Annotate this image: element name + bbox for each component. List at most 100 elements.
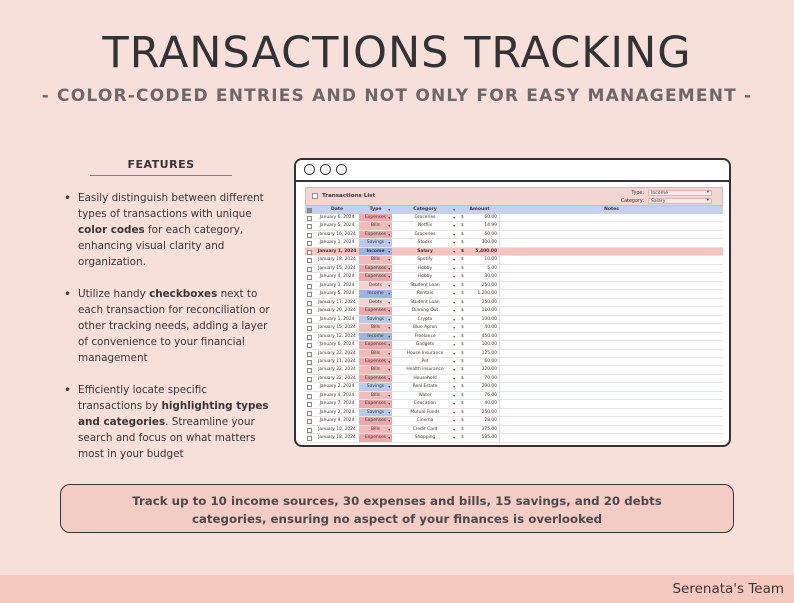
row-category-dropdown[interactable]: Health insurance: [392, 366, 458, 375]
table-row[interactable]: January 5, 2024 IncomeRentals$1,200.00: [305, 290, 723, 299]
row-type-dropdown[interactable]: Expenses: [359, 374, 392, 384]
table-row[interactable]: January 5, 2024 BillsNetflix$14.99: [305, 222, 723, 232]
row-type-dropdown[interactable]: Income: [359, 332, 392, 342]
row-category-dropdown[interactable]: Student Loan: [392, 282, 458, 291]
row-checkbox[interactable]: [305, 392, 315, 399]
table-row[interactable]: January 2, 2024 SavingsReal Estate$290.00: [305, 383, 723, 392]
table-row[interactable]: January 9, 2024 ExpensesCinema$28.00: [305, 417, 723, 426]
table-row[interactable]: January 11, 2024ExpensesPet$60.00: [305, 357, 723, 367]
row-category-dropdown[interactable]: Freelance: [392, 333, 458, 342]
row-notes[interactable]: [500, 392, 723, 399]
row-type-dropdown[interactable]: Expenses: [359, 417, 392, 426]
row-category-dropdown[interactable]: Household: [392, 375, 458, 384]
row-type-dropdown[interactable]: Bills: [359, 324, 392, 333]
row-notes[interactable]: [500, 409, 723, 416]
table-row[interactable]: January 22, 2024BillsHouse Insurance$125…: [305, 349, 723, 359]
row-type-dropdown[interactable]: Expenses: [359, 341, 392, 350]
row-type-dropdown[interactable]: Expenses: [359, 230, 392, 240]
table-row[interactable]: January 22, 2024ExpensesHousehold$70.00: [305, 374, 723, 384]
table-row[interactable]: January 1, 2024 SavingsCrypto$100.00: [305, 315, 723, 325]
row-type-dropdown[interactable]: Bills: [359, 391, 392, 401]
table-row[interactable]: January 7, 2024 ExpensesEducation$40.00: [305, 400, 723, 409]
row-checkbox[interactable]: [305, 350, 315, 357]
row-checkbox[interactable]: [305, 248, 315, 255]
row-type-dropdown[interactable]: Expenses: [359, 434, 392, 443]
row-category-dropdown[interactable]: Crypto: [392, 316, 458, 325]
row-checkbox[interactable]: [305, 400, 315, 408]
row-notes[interactable]: [500, 350, 723, 357]
row-category-dropdown[interactable]: Education: [392, 400, 458, 409]
row-notes[interactable]: [500, 400, 723, 407]
row-notes[interactable]: [500, 324, 723, 331]
table-row[interactable]: January 18, 2024BillsSpotify$10.00: [305, 256, 723, 265]
row-category-dropdown[interactable]: Stocks: [392, 239, 458, 248]
table-row[interactable]: January 12, 2024IncomeFreelance$450.00: [305, 332, 723, 342]
row-notes[interactable]: [500, 282, 723, 289]
row-notes[interactable]: [500, 366, 723, 373]
row-notes[interactable]: [500, 417, 723, 424]
row-checkbox[interactable]: [305, 375, 315, 382]
row-notes[interactable]: [500, 290, 723, 297]
row-category-dropdown[interactable]: Rentals: [392, 290, 458, 299]
row-notes[interactable]: [500, 265, 723, 272]
row-notes[interactable]: [500, 383, 723, 390]
row-notes[interactable]: [500, 316, 723, 323]
row-category-dropdown[interactable]: Groceries: [392, 231, 458, 240]
window-dot-3-icon[interactable]: [336, 164, 347, 175]
row-category-dropdown[interactable]: Credit Card: [392, 426, 458, 435]
row-checkbox[interactable]: [305, 426, 315, 433]
row-checkbox[interactable]: [305, 273, 315, 281]
row-notes[interactable]: [500, 426, 723, 433]
row-category-dropdown[interactable]: Spotify: [392, 256, 458, 265]
table-row[interactable]: January 3, 2024 DebtsStudent Loan$250.00: [305, 281, 723, 291]
row-type-dropdown[interactable]: Savings: [359, 315, 392, 325]
row-notes[interactable]: [500, 434, 723, 441]
row-notes[interactable]: [500, 333, 723, 340]
row-checkbox[interactable]: [305, 409, 315, 416]
row-checkbox[interactable]: [305, 366, 315, 374]
row-category-dropdown[interactable]: Blue Apron: [392, 324, 458, 333]
row-checkbox[interactable]: [305, 265, 315, 272]
row-type-dropdown[interactable]: Income: [359, 290, 392, 299]
row-category-dropdown[interactable]: Hobby: [392, 273, 458, 282]
table-row[interactable]: January 2, 2024 SavingsMutual Funds$250.0…: [305, 408, 723, 418]
row-notes[interactable]: [500, 299, 723, 306]
table-row[interactable]: January 4, 2024 BillsWater$76.00: [305, 391, 723, 401]
row-notes[interactable]: [500, 231, 723, 238]
row-checkbox[interactable]: [305, 282, 315, 289]
type-filter-dropdown[interactable]: Income: [648, 190, 712, 196]
table-row[interactable]: January 1, 2024 SavingsStocks$300.00: [305, 239, 723, 248]
row-type-dropdown[interactable]: Bills: [359, 425, 392, 435]
row-category-dropdown[interactable]: Pet: [392, 358, 458, 367]
table-row[interactable]: January 16, 2024ExpensesGroceries$60.00: [305, 230, 723, 240]
row-type-dropdown[interactable]: Expenses: [359, 214, 392, 223]
row-checkbox[interactable]: [305, 299, 315, 306]
row-notes[interactable]: [500, 341, 723, 348]
row-category-dropdown[interactable]: Groceries: [392, 214, 458, 223]
table-row[interactable]: January 6, 2024 ExpensesGadgets$100.00: [305, 341, 723, 350]
table-row[interactable]: January 22, 2024BillsHealth insurance$32…: [305, 366, 723, 375]
select-all-checkbox[interactable]: [305, 206, 315, 214]
row-checkbox[interactable]: [305, 239, 315, 247]
row-type-dropdown[interactable]: Debts: [359, 281, 392, 291]
window-dot-2-icon[interactable]: [320, 164, 331, 175]
row-type-dropdown[interactable]: Expenses: [359, 307, 392, 316]
table-row[interactable]: January 1, 2024IncomeSalary$5,400.00: [305, 247, 723, 257]
row-checkbox[interactable]: [305, 417, 315, 425]
row-checkbox[interactable]: [305, 316, 315, 323]
row-notes[interactable]: [500, 248, 723, 255]
row-category-dropdown[interactable]: House Insurance: [392, 350, 458, 359]
row-checkbox[interactable]: [305, 214, 315, 221]
row-category-dropdown[interactable]: Shopping: [392, 434, 458, 443]
window-dot-1-icon[interactable]: [304, 164, 315, 175]
row-type-dropdown[interactable]: Expenses: [359, 400, 392, 409]
row-type-dropdown[interactable]: Bills: [359, 256, 392, 265]
row-category-dropdown[interactable]: Salary: [392, 248, 458, 257]
row-type-dropdown[interactable]: Expenses: [359, 264, 392, 274]
row-notes[interactable]: [500, 239, 723, 246]
row-notes[interactable]: [500, 222, 723, 229]
table-row[interactable]: January 10, 2024BillsCredit Card$375.00: [305, 425, 723, 435]
table-row[interactable]: January 15, 2024ExpensesHobby$5.00: [305, 264, 723, 274]
row-checkbox[interactable]: [305, 383, 315, 391]
row-checkbox[interactable]: [305, 256, 315, 264]
